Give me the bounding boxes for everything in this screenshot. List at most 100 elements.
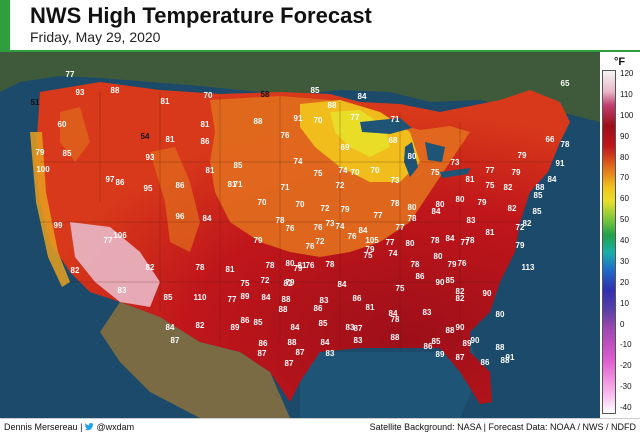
temperature-label: 91: [506, 353, 515, 362]
credit: Dennis Mersereau | @wxdam: [4, 422, 134, 432]
temperature-label: 79: [341, 205, 350, 214]
temperature-label: 75: [431, 168, 440, 177]
temperature-label: 77: [386, 238, 395, 247]
temperature-label: 87: [171, 336, 180, 345]
temperature-label: 77: [66, 70, 75, 79]
temperature-label: 77: [228, 295, 237, 304]
lake-michigan: [404, 142, 418, 177]
temperature-label: 88: [288, 338, 297, 347]
temperature-label: 88: [496, 343, 505, 352]
temperature-label: 54: [141, 132, 150, 141]
gulf-of-mexico: [300, 342, 480, 418]
temperature-label: 66: [546, 135, 555, 144]
temperature-label: 88: [536, 183, 545, 192]
temperature-label: 83: [346, 323, 355, 332]
temperature-label: 81: [166, 135, 175, 144]
temperature-label: 80: [434, 252, 443, 261]
temperature-label: 73: [326, 219, 335, 228]
temperature-label: 97: [106, 175, 115, 184]
temperature-label: 83: [118, 286, 127, 295]
temperature-label: 84: [338, 280, 347, 289]
color-scale: [602, 70, 616, 414]
legend-tick: 110: [620, 89, 633, 99]
temperature-label: 80: [436, 200, 445, 209]
temperature-label: 90: [456, 323, 465, 332]
temperature-label: 86: [201, 137, 210, 146]
temperature-label: 88: [111, 86, 120, 95]
canada-land: [0, 52, 600, 122]
temperature-label: 84: [166, 323, 175, 332]
temperature-label: 80: [408, 152, 417, 161]
temperature-label: 96: [176, 212, 185, 221]
temperature-label: 82: [146, 263, 155, 272]
temperature-label: 89: [231, 323, 240, 332]
temperature-label: 88: [279, 305, 288, 314]
temperature-label: 70: [296, 200, 305, 209]
temperature-label: 84: [389, 309, 398, 318]
temperature-label: 79: [286, 278, 295, 287]
temperature-label: 60: [58, 120, 67, 129]
temperature-label: 82: [284, 279, 293, 288]
temperature-label: 78: [266, 261, 275, 270]
legend-tick: -30: [620, 382, 632, 392]
temperature-label: 85: [432, 337, 441, 346]
temperature-label: 81: [228, 180, 237, 189]
temperature-label: 70: [371, 166, 380, 175]
temperature-label: 79: [478, 198, 487, 207]
temperature-label: 88: [446, 326, 455, 335]
temperature-label: 77: [396, 223, 405, 232]
temperature-label: 87: [296, 348, 305, 357]
temperature-label: 68: [389, 136, 398, 145]
temperature-label: 71: [234, 180, 243, 189]
forecast-date: Friday, May 29, 2020: [30, 29, 161, 45]
temperature-label: 76: [281, 131, 290, 140]
temperature-label: 79: [294, 264, 303, 273]
temperature-label: 93: [76, 88, 85, 97]
temperature-label: 81: [161, 97, 170, 106]
temperature-label: 75: [364, 251, 373, 260]
temperature-label: 82: [523, 219, 532, 228]
temperature-label: 73: [451, 158, 460, 167]
temperature-label: 86: [314, 304, 323, 313]
temperature-label: 77: [461, 238, 470, 247]
temperature-label: 84: [358, 92, 367, 101]
temperature-label: 81: [298, 261, 307, 270]
temperature-label: 87: [456, 353, 465, 362]
temperature-label: 51: [31, 98, 40, 107]
desert-southwest-hot: [70, 222, 160, 307]
temperature-label: 77: [351, 113, 360, 122]
lake-huron: [425, 142, 445, 162]
temperature-label: 78: [411, 260, 420, 269]
temperature-label: 78: [431, 236, 440, 245]
temperature-label: 79: [36, 148, 45, 157]
temperature-label: 84: [432, 207, 441, 216]
accent-bar: [0, 0, 10, 50]
lake-superior: [360, 118, 412, 134]
legend-tick: 50: [620, 215, 629, 225]
temperature-label: 77: [374, 211, 383, 220]
legend-tick: 100: [620, 110, 634, 120]
temperature-label: 75: [396, 284, 405, 293]
temperature-label: 110: [194, 293, 207, 302]
temperature-label: 78: [561, 140, 570, 149]
pacific-coast-cool: [30, 132, 70, 287]
temperature-label: 78: [391, 199, 400, 208]
temperature-label: 84: [321, 338, 330, 347]
temperature-label: 81: [486, 228, 495, 237]
legend-tick: 80: [620, 152, 629, 162]
temperature-label: 81: [366, 303, 375, 312]
temperature-label: 87: [285, 359, 294, 368]
temperature-label: 84: [262, 293, 271, 302]
temperature-label: 88: [391, 333, 400, 342]
temperature-label: 86: [416, 272, 425, 281]
legend-tick: 10: [620, 298, 629, 308]
temperature-label: 76: [458, 259, 467, 268]
data-sources: Satellite Background: NASA | Forecast Da…: [369, 422, 636, 432]
legend-tick: -20: [620, 361, 632, 371]
temperature-label: 74: [294, 157, 303, 166]
temperature-label: 80: [406, 239, 415, 248]
legend-tick: -10: [620, 340, 632, 350]
temperature-label: 113: [522, 263, 535, 272]
